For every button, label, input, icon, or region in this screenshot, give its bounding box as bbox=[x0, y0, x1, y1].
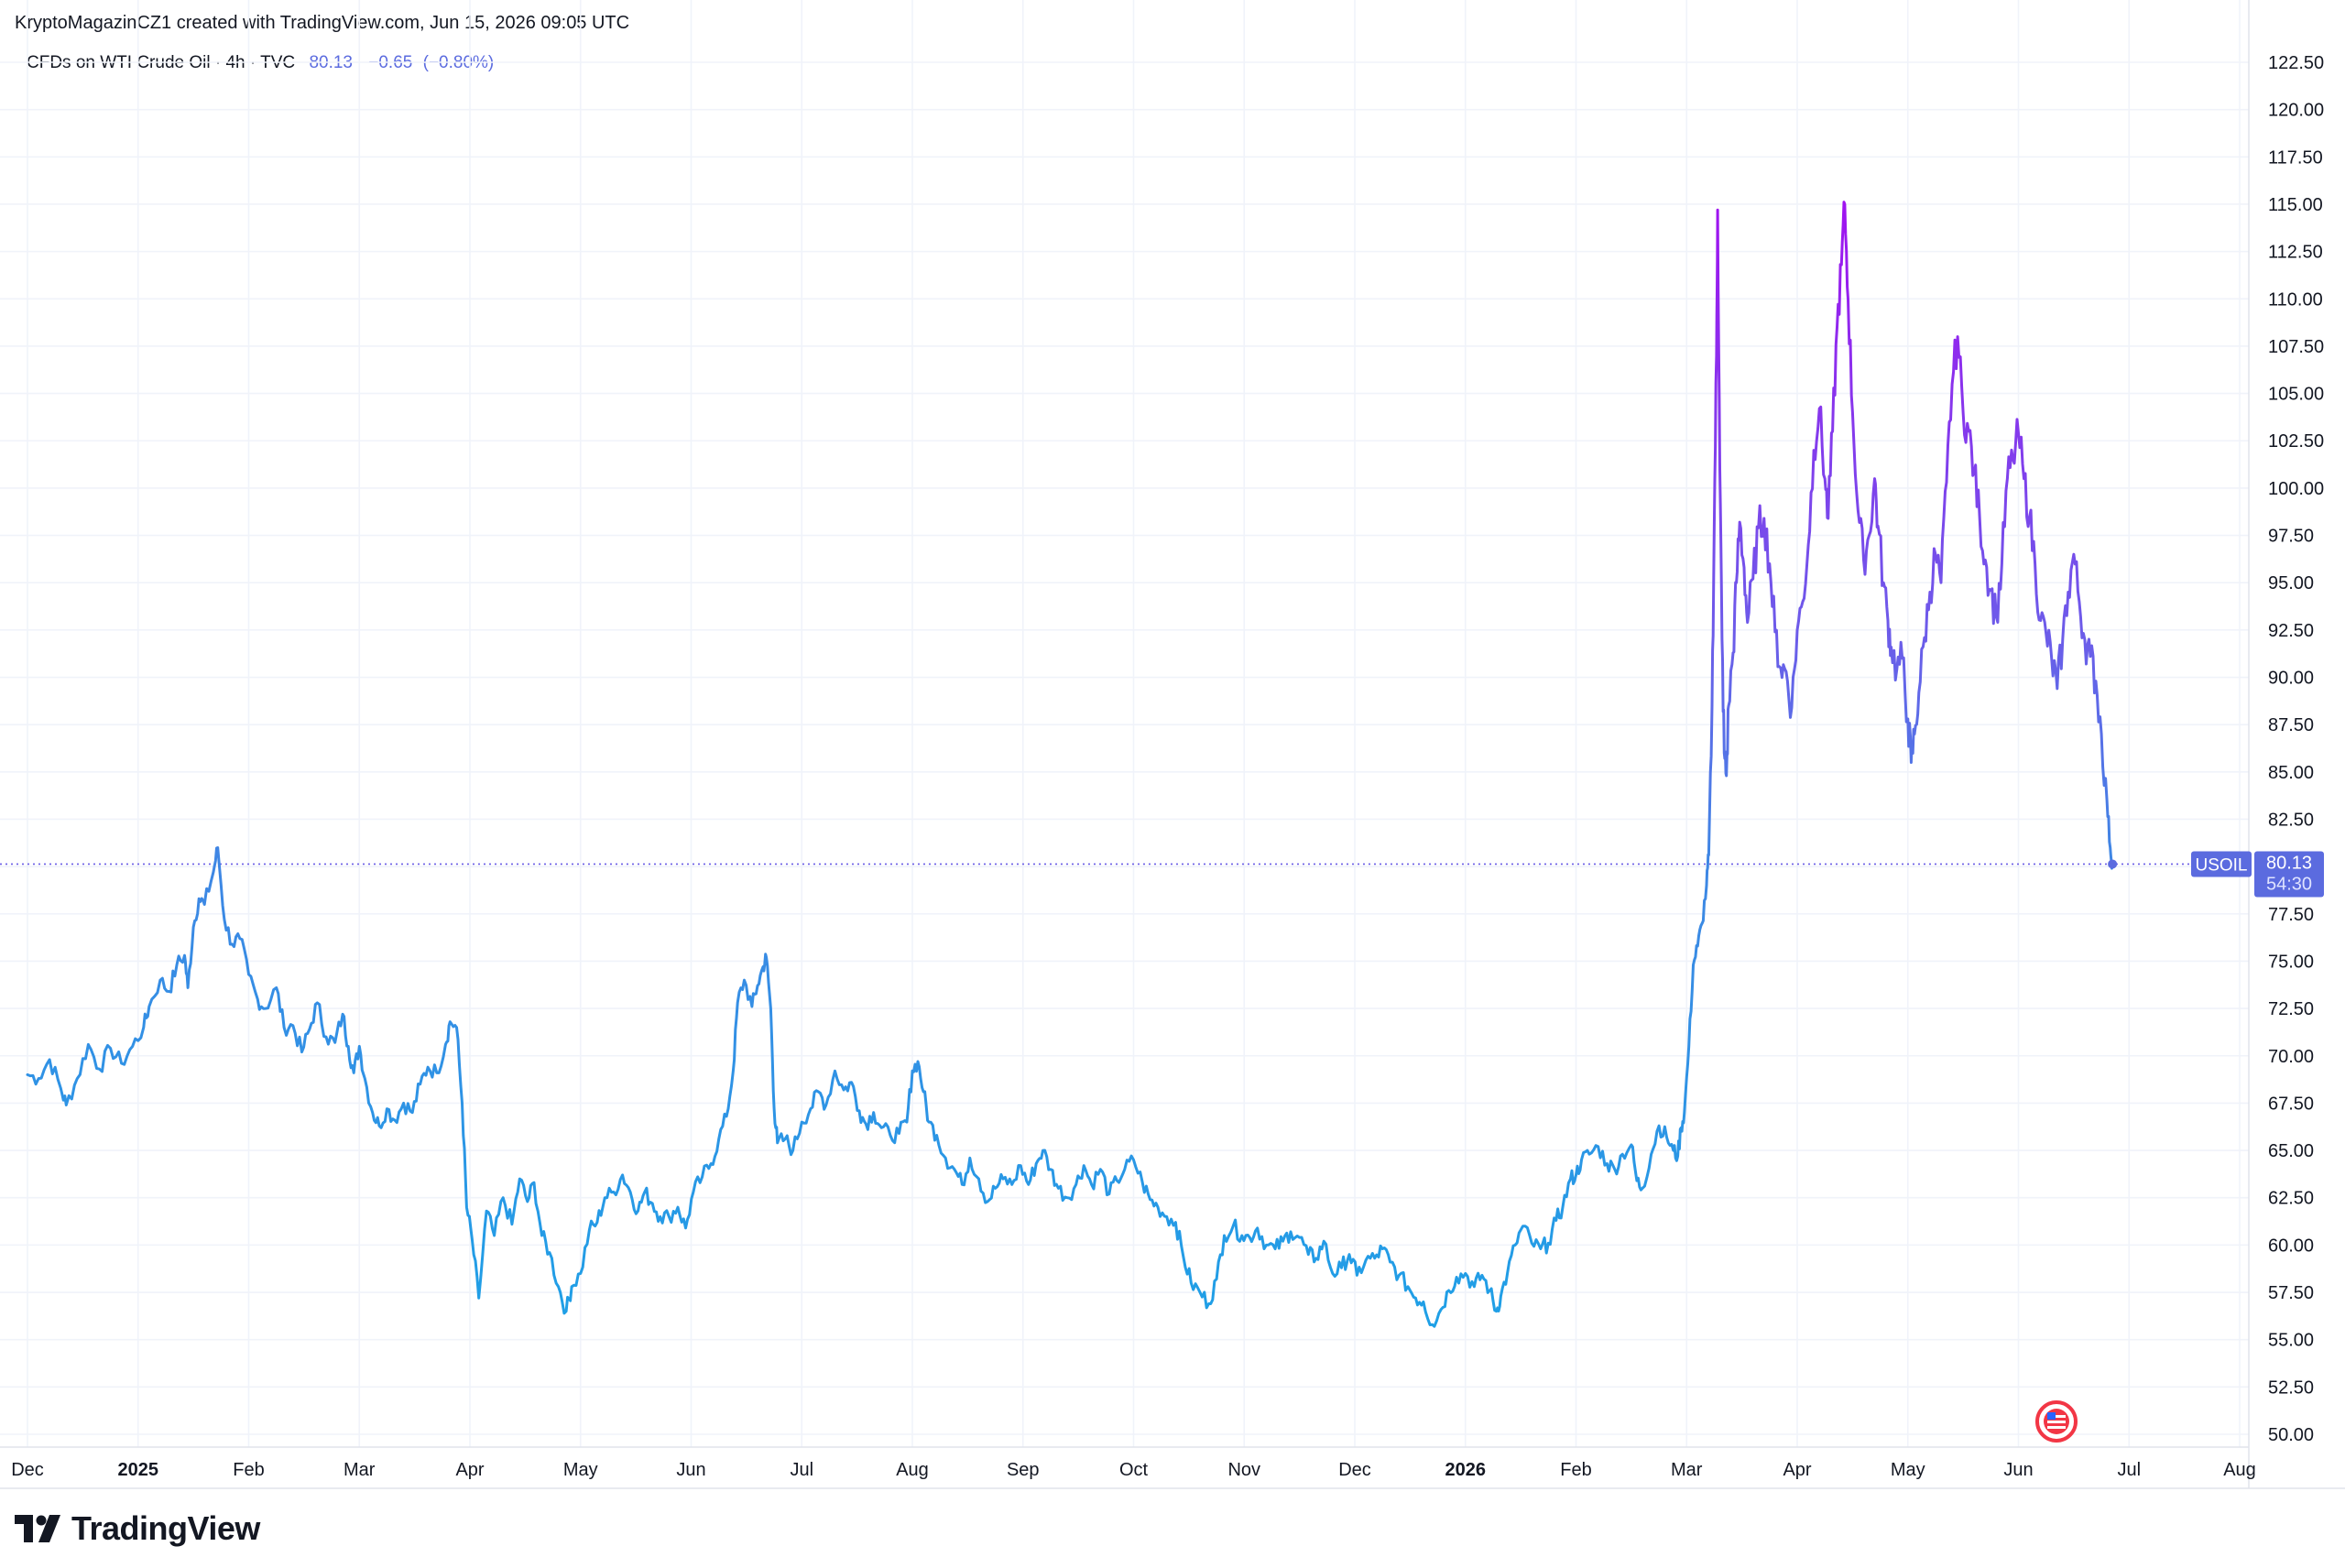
x-tick-label: Aug bbox=[2223, 1460, 2256, 1480]
x-tick-label: Jun bbox=[676, 1460, 705, 1480]
y-tick-label: 107.50 bbox=[2268, 337, 2324, 357]
ticker-text: USOIL bbox=[2195, 855, 2247, 875]
y-tick-label: 70.00 bbox=[2268, 1047, 2314, 1067]
x-tick-label: May bbox=[1891, 1460, 1925, 1480]
y-tick-label: 72.50 bbox=[2268, 999, 2314, 1019]
chart-grid bbox=[0, 0, 2249, 1447]
y-tick-label: 82.50 bbox=[2268, 810, 2314, 830]
y-tick-label: 87.50 bbox=[2268, 715, 2314, 735]
x-tick-label: Jul bbox=[790, 1460, 813, 1480]
y-tick-label: 97.50 bbox=[2268, 527, 2314, 547]
y-tick-label: 75.00 bbox=[2268, 952, 2314, 972]
x-tick-label: Sep bbox=[1007, 1460, 1040, 1480]
y-tick-label: 90.00 bbox=[2268, 669, 2314, 689]
x-tick-label: 2025 bbox=[118, 1460, 159, 1480]
bar-countdown: 54:30 bbox=[2266, 874, 2312, 894]
x-tick-label: Oct bbox=[1119, 1460, 1149, 1480]
y-tick-label: 65.00 bbox=[2268, 1141, 2314, 1161]
tradingview-wordmark: TradingView bbox=[71, 1509, 260, 1547]
y-tick-label: 50.00 bbox=[2268, 1425, 2314, 1445]
y-tick-label: 115.00 bbox=[2268, 195, 2323, 215]
last-price-label[interactable]: USOIL 80.13 54:30 bbox=[2191, 851, 2324, 898]
y-tick-label: 95.00 bbox=[2268, 573, 2314, 593]
y-tick-label: 105.00 bbox=[2268, 385, 2324, 405]
tradingview-logo-icon bbox=[15, 1515, 60, 1542]
y-tick-label: 67.50 bbox=[2268, 1094, 2314, 1114]
y-tick-label: 57.50 bbox=[2268, 1283, 2314, 1303]
x-tick-label: Mar bbox=[344, 1460, 376, 1480]
y-tick-label: 117.50 bbox=[2268, 147, 2323, 168]
x-tick-label: Dec bbox=[11, 1460, 44, 1480]
y-tick-label: 55.00 bbox=[2268, 1331, 2314, 1351]
x-tick-label: Mar bbox=[1671, 1460, 1703, 1480]
y-tick-label: 60.00 bbox=[2268, 1236, 2314, 1256]
x-tick-label: Jul bbox=[2117, 1460, 2141, 1480]
y-tick-label: 120.00 bbox=[2268, 101, 2324, 121]
us-flag-event-icon[interactable] bbox=[2035, 1400, 2078, 1443]
y-tick-label: 122.50 bbox=[2268, 53, 2324, 73]
last-price-dot bbox=[2108, 859, 2118, 869]
y-tick-label: 77.50 bbox=[2268, 905, 2314, 925]
y-tick-label: 85.00 bbox=[2268, 763, 2314, 783]
ticker-badge bbox=[2191, 851, 2252, 877]
time-axis[interactable]: Dec 2025 Feb Mar Apr May Jun Jul Aug Sep Oct Nov Dec… bbox=[11, 1460, 2256, 1480]
y-tick-label: 100.00 bbox=[2268, 479, 2324, 499]
x-tick-label: May bbox=[563, 1460, 598, 1480]
x-tick-label: Dec bbox=[1338, 1460, 1371, 1480]
y-tick-label: 62.50 bbox=[2268, 1189, 2314, 1209]
x-tick-label: Feb bbox=[233, 1460, 264, 1480]
x-tick-label: Aug bbox=[896, 1460, 929, 1480]
y-tick-label: 112.50 bbox=[2268, 243, 2323, 263]
x-tick-label: Nov bbox=[1227, 1460, 1260, 1480]
price-badge-value: 80.13 bbox=[2266, 853, 2312, 873]
x-tick-label: 2026 bbox=[1445, 1460, 1487, 1480]
x-tick-label: Apr bbox=[455, 1460, 484, 1480]
x-tick-label: Jun bbox=[2003, 1460, 2033, 1480]
y-tick-label: 102.50 bbox=[2268, 431, 2324, 452]
y-tick-label: 92.50 bbox=[2268, 621, 2314, 641]
price-axis[interactable]: 50.00 52.50 55.00 57.50 60.00 62.50 65.00 67.50… bbox=[2268, 53, 2324, 1445]
x-tick-label: Apr bbox=[1783, 1460, 1811, 1480]
y-tick-label: 52.50 bbox=[2268, 1377, 2314, 1398]
tradingview-brand[interactable]: TradingView bbox=[15, 1509, 260, 1548]
price-series-line bbox=[26, 201, 2114, 1328]
chart-attribution: KryptoMagazinCZ1 created with TradingVie… bbox=[15, 13, 630, 33]
x-tick-label: Feb bbox=[1560, 1460, 1591, 1480]
price-badge bbox=[2254, 851, 2324, 898]
y-tick-label: 110.00 bbox=[2268, 289, 2323, 310]
